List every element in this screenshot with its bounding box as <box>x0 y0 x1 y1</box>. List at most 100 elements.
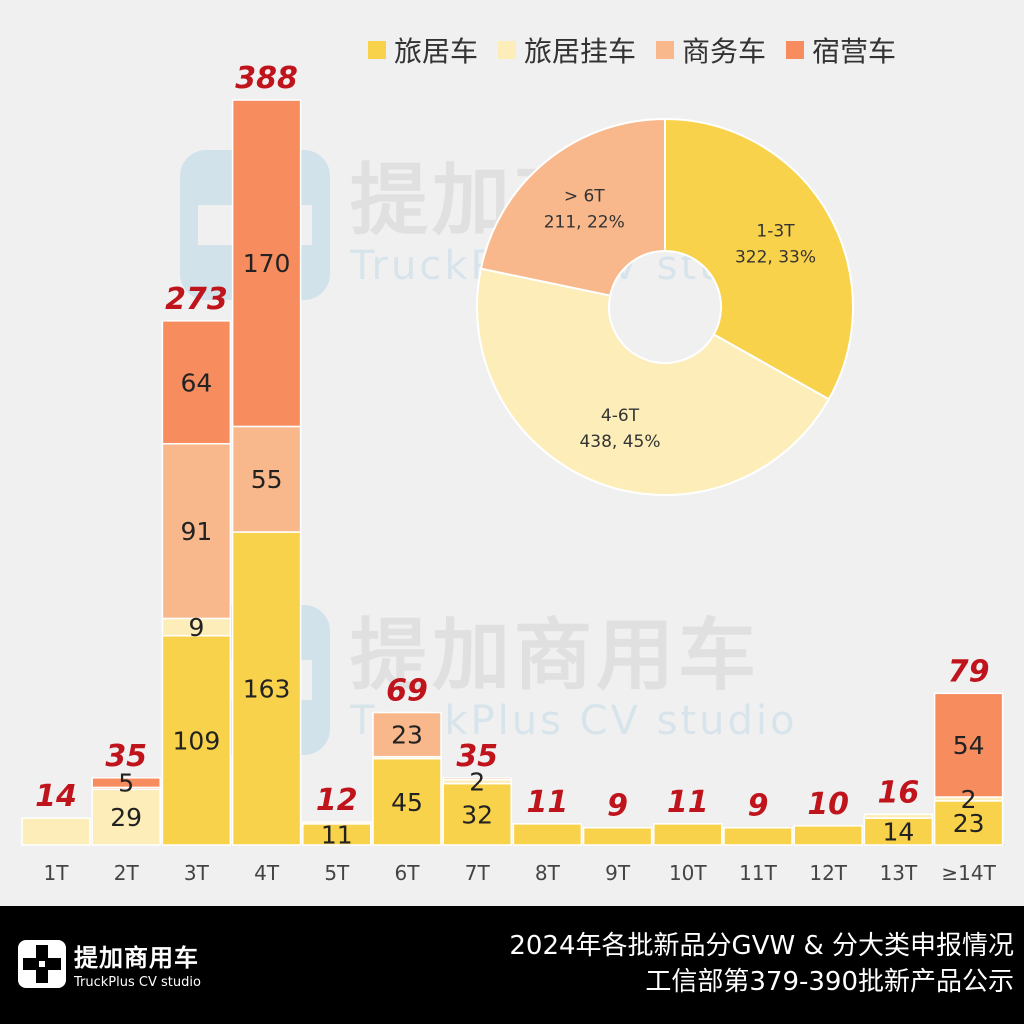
footer-title: 2024年各批新品分GVW & 分大类申报情况 工信部第379-390批新产品公… <box>509 928 1014 1000</box>
total-label: 35 <box>105 739 147 774</box>
bar-segment <box>302 821 372 825</box>
slice-value-label: 211, 22% <box>544 213 625 233</box>
legend-label: 商务车 <box>682 35 767 68</box>
bar-segment <box>723 826 793 846</box>
segment-label: 32 <box>461 800 493 829</box>
segment-label: 109 <box>173 726 221 755</box>
footer-bar <box>0 906 1024 1024</box>
bar-segment <box>372 711 442 758</box>
legend-item: 旅居挂车 <box>498 30 636 70</box>
x-tick-label: ≥14T <box>941 861 996 885</box>
bar-segment <box>933 800 1004 846</box>
segment-label: 91 <box>180 517 212 546</box>
x-tick-label: 3T <box>184 861 210 885</box>
segment-label: 23 <box>391 721 423 750</box>
bar-segment <box>161 634 232 846</box>
bar-segment <box>231 531 302 846</box>
total-label: 9 <box>607 789 628 824</box>
slice-label: 4-6T <box>601 406 640 426</box>
legend-swatch <box>656 41 675 59</box>
x-tick-label: 8T <box>535 861 561 885</box>
total-label: 9 <box>748 789 769 824</box>
x-tick-label: 2T <box>114 861 140 885</box>
bar-segment <box>161 442 232 620</box>
footer-logo: 提加商用车 TruckPlus CV studio <box>18 938 201 990</box>
bar-segment <box>91 788 161 846</box>
segment-label: 2 <box>961 785 977 814</box>
bar-segment <box>161 320 232 445</box>
slice-value-label: 438, 45% <box>579 432 660 452</box>
bar-segment <box>21 817 91 846</box>
segment-label: 11 <box>321 820 353 849</box>
total-label: 273 <box>165 282 228 317</box>
segment-label: 14 <box>882 818 914 847</box>
segment-label: 54 <box>953 731 985 760</box>
legend-swatch <box>498 41 517 59</box>
segment-label: 5 <box>118 769 134 798</box>
bar-segment <box>512 823 583 846</box>
total-label: 14 <box>35 779 77 814</box>
bar-segment <box>582 826 653 846</box>
x-tick-label: 6T <box>395 861 421 885</box>
donut-slice <box>664 117 854 401</box>
bar-segment <box>793 825 863 846</box>
legend-item: 旅居车 <box>368 30 478 70</box>
legend-label: 旅居挂车 <box>524 35 637 68</box>
x-tick-label: 12T <box>809 861 847 885</box>
bar-segment <box>933 692 1004 798</box>
segment-label: 45 <box>391 788 423 817</box>
legend-item: 商务车 <box>656 30 766 70</box>
segment-label: 23 <box>953 809 985 838</box>
bar-segment <box>863 813 934 819</box>
legend-item: 宿营车 <box>786 30 896 70</box>
bar-segment <box>231 425 302 533</box>
slice-value-label: 322, 33% <box>735 247 816 267</box>
segment-label: 2 <box>469 768 485 797</box>
total-label: 10 <box>807 787 849 822</box>
bar-segment <box>653 823 723 846</box>
legend-swatch <box>786 41 805 59</box>
bar-segment <box>442 782 512 846</box>
x-tick-label: 1T <box>44 861 70 885</box>
total-label: 35 <box>456 739 498 774</box>
total-label: 69 <box>386 674 428 709</box>
total-label: 79 <box>948 654 990 689</box>
donut-slice <box>479 117 666 297</box>
x-tick-label: 11T <box>739 861 777 885</box>
logo-icon <box>18 940 66 988</box>
segment-label: 64 <box>180 368 212 397</box>
footer-title-line1: 2024年各批新品分GVW & 分大类申报情况 <box>509 931 1014 961</box>
x-tick-label: 5T <box>324 861 350 885</box>
donut-chart: 1-3T 322, 33% 4-6T 438, 45% > 6T 211, 22% <box>476 117 854 496</box>
bar-segment <box>372 757 442 846</box>
slice-label: 1-3T <box>756 221 795 241</box>
total-label: 11 <box>667 785 709 820</box>
segment-label: 9 <box>188 613 204 642</box>
total-label: 388 <box>235 61 298 96</box>
x-tick-label: 4T <box>254 861 280 885</box>
x-tick-label: 9T <box>605 861 631 885</box>
bar-segment <box>442 777 512 781</box>
x-tick-label: 10T <box>669 861 707 885</box>
legend: 旅居车 旅居挂车 商务车 宿营车 <box>368 30 916 70</box>
x-tick-label: 7T <box>465 861 491 885</box>
legend-label: 宿营车 <box>812 35 897 68</box>
bar-segment <box>231 99 302 428</box>
bar-segment <box>91 777 161 789</box>
total-label: 16 <box>878 775 920 810</box>
segment-label: 29 <box>110 803 142 832</box>
segment-label: 170 <box>243 249 291 278</box>
total-label: 11 <box>527 785 569 820</box>
bar-chart: 141T295352T109991642733T163551703884T111… <box>21 61 1005 885</box>
slice-label: > 6T <box>564 187 605 207</box>
segment-label: 163 <box>243 675 291 704</box>
footer-title-line2: 工信部第379-390批新产品公示 <box>645 967 1014 997</box>
segment-label: 55 <box>251 465 283 494</box>
logo-name-en: TruckPlus CV studio <box>74 975 201 990</box>
donut-slice <box>476 267 831 496</box>
logo-name-cn: 提加商用车 <box>74 944 199 972</box>
legend-label: 旅居车 <box>394 35 479 68</box>
x-tick-label: 13T <box>880 861 918 885</box>
total-label: 12 <box>316 783 358 818</box>
